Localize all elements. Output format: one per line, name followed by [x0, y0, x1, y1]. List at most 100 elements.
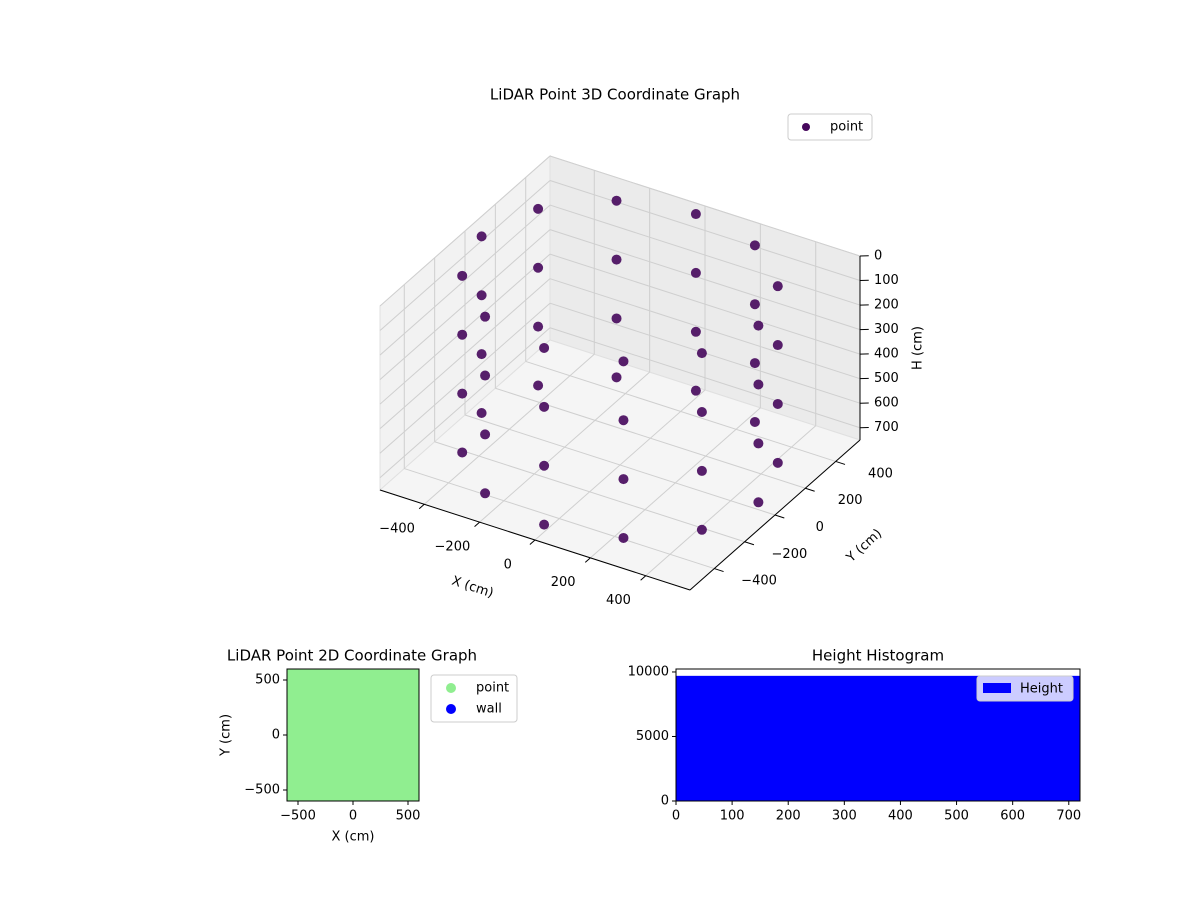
point	[480, 429, 490, 439]
x-tick-label: −500	[280, 809, 316, 824]
point	[697, 525, 707, 535]
point	[533, 263, 543, 273]
point	[477, 408, 487, 418]
point	[480, 371, 490, 381]
point	[750, 417, 760, 427]
legend-label: wall	[476, 702, 502, 717]
x-axis-label: X (cm)	[332, 830, 375, 845]
point	[773, 281, 783, 291]
x-tick	[641, 576, 646, 581]
point	[539, 402, 549, 412]
point	[612, 255, 622, 265]
y-tick-label: 400	[868, 466, 893, 481]
x-tick	[585, 558, 590, 563]
z-tick-label: 0	[874, 249, 882, 264]
z-tick-label: 400	[874, 347, 899, 362]
x-tick-label: 100	[720, 809, 745, 824]
legend-marker	[446, 704, 456, 714]
legend-marker	[983, 683, 1011, 693]
y-tick-label: −500	[244, 783, 280, 798]
z-axis-label: H (cm)	[911, 326, 926, 370]
point	[753, 438, 763, 448]
x-tick-label: 0	[349, 809, 357, 824]
x-tick-label: 400	[606, 593, 631, 608]
point	[612, 313, 622, 323]
point	[618, 415, 628, 425]
point	[539, 520, 549, 530]
x-tick	[475, 522, 480, 527]
point	[750, 240, 760, 250]
legend-label: point	[476, 681, 509, 696]
x-tick	[530, 540, 535, 545]
point	[753, 380, 763, 390]
point	[750, 358, 760, 368]
point	[691, 209, 701, 219]
y-tick-label: 200	[838, 493, 863, 508]
point	[480, 312, 490, 322]
point	[457, 447, 467, 457]
x-tick-label: 500	[944, 809, 969, 824]
x-tick-label: 600	[1000, 809, 1025, 824]
plot-area	[281, 663, 425, 807]
point	[753, 321, 763, 331]
point	[391, 663, 425, 697]
legend-marker	[802, 123, 810, 131]
y-tick	[775, 515, 784, 518]
x-tick	[419, 504, 424, 509]
z-tick-label: 600	[874, 396, 899, 411]
point	[691, 268, 701, 278]
point	[533, 204, 543, 214]
point	[697, 348, 707, 358]
x-tick-label: 500	[396, 809, 421, 824]
x-tick-label: 200	[551, 575, 576, 590]
y-tick-label: 10000	[628, 664, 669, 679]
y-tick-label: 500	[255, 673, 280, 688]
point	[773, 340, 783, 350]
point	[533, 380, 543, 390]
legend-marker	[446, 683, 456, 693]
z-tick-label: 200	[874, 298, 899, 313]
point	[691, 327, 701, 337]
y-tick-label: 0	[816, 520, 824, 535]
legend-label: Height	[1020, 682, 1063, 697]
y-axis-label: Y (cm)	[843, 526, 885, 566]
z-tick-label: 100	[874, 273, 899, 288]
point	[618, 474, 628, 484]
chart-title: LiDAR Point 2D Coordinate Graph	[227, 647, 477, 665]
point	[612, 372, 622, 382]
point	[618, 533, 628, 543]
y-tick-label: −400	[741, 574, 777, 589]
legend-label: point	[830, 120, 863, 135]
y-tick	[805, 488, 814, 491]
point	[697, 407, 707, 417]
chart-title: LiDAR Point 3D Coordinate Graph	[490, 86, 740, 104]
y-tick-label: −200	[772, 547, 808, 562]
y-tick-label: 0	[272, 728, 280, 743]
x-tick-label: −400	[379, 522, 415, 537]
x-axis-label: X (cm)	[450, 574, 496, 602]
x-tick-label: 300	[832, 809, 857, 824]
y-tick-label: 0	[661, 794, 669, 809]
x-tick-label: 700	[1056, 809, 1081, 824]
z-tick-label: 300	[874, 322, 899, 337]
z-tick-label: 500	[874, 371, 899, 386]
point	[753, 497, 763, 507]
point	[773, 458, 783, 468]
y-tick	[836, 461, 845, 464]
point	[539, 343, 549, 353]
point	[480, 488, 490, 498]
point	[539, 461, 549, 471]
point	[691, 386, 701, 396]
point	[697, 466, 707, 476]
x-tick-label: 400	[888, 809, 913, 824]
y-tick-label: 5000	[636, 729, 669, 744]
point	[457, 330, 467, 340]
y-tick	[745, 542, 754, 545]
point	[477, 290, 487, 300]
y-axis-label: Y (cm)	[219, 714, 234, 757]
point	[612, 196, 622, 206]
x-tick-label: −200	[435, 539, 471, 554]
point	[618, 356, 628, 366]
point	[457, 271, 467, 281]
